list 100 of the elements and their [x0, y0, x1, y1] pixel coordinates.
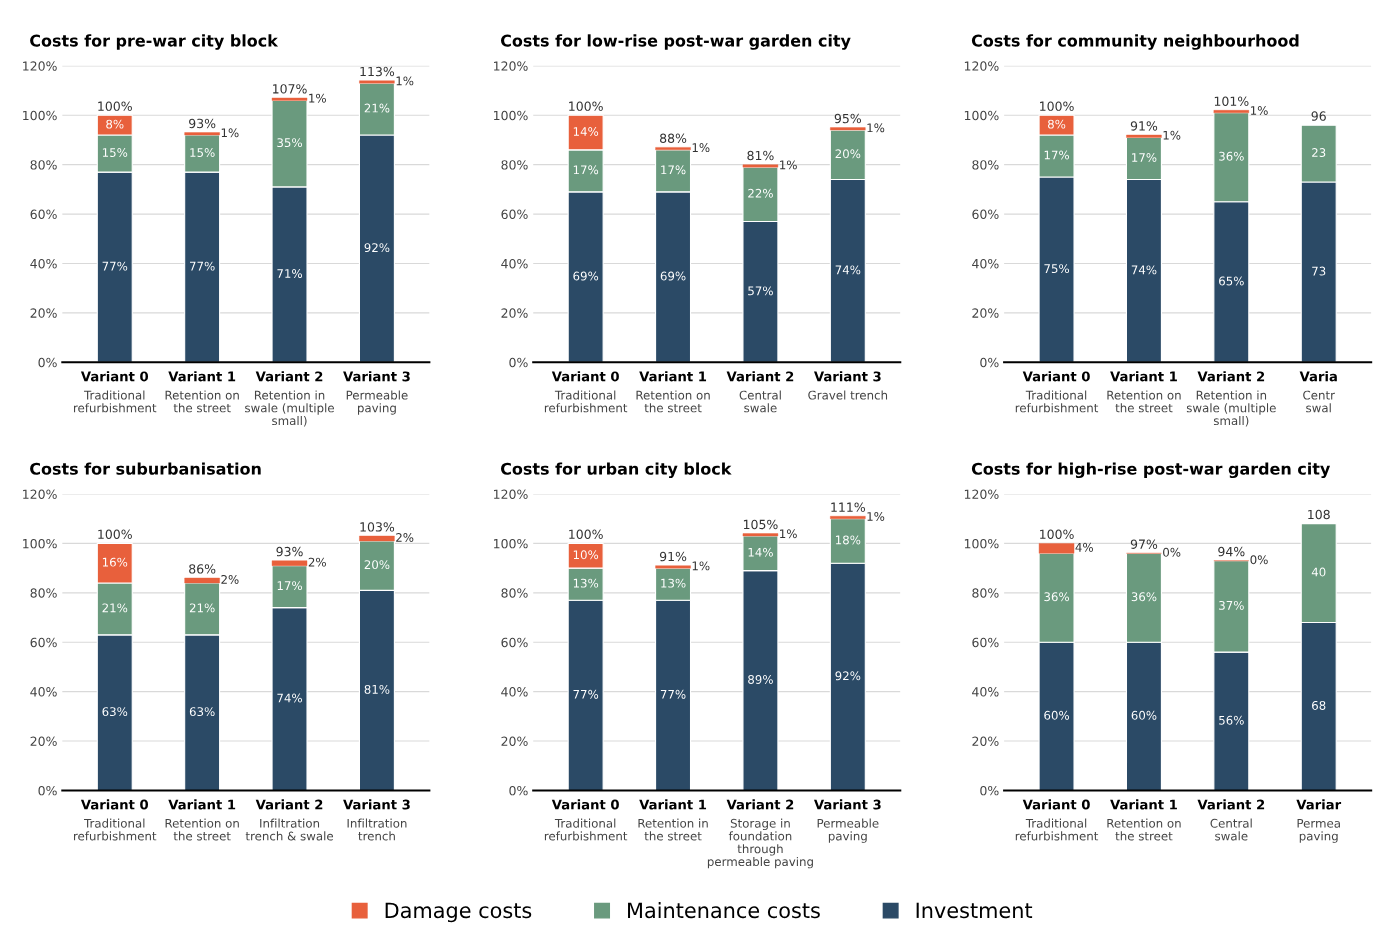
- x-tick-label: Variant 1 Retention on the street: [165, 371, 239, 413]
- bar: [184, 132, 220, 136]
- y-tick-label: 0%: [38, 785, 57, 796]
- data-label: 56%: [1219, 715, 1244, 725]
- y-tick-label: 100%: [23, 110, 57, 121]
- data-label: 1%: [867, 123, 885, 133]
- data-label: 14%: [573, 127, 599, 136]
- y-tick-label: 80%: [972, 160, 999, 170]
- legend-label: Investment: [916, 902, 1033, 919]
- x-tick-label: Variant 1 Retention on the street: [636, 371, 710, 413]
- y-tick-label: 80%: [501, 160, 528, 170]
- y-tick-label: 120%: [964, 489, 999, 499]
- y-tick-label: 80%: [501, 588, 528, 598]
- data-label: 60%: [1044, 710, 1070, 720]
- bar: [655, 565, 691, 569]
- y-tick-label: 100%: [964, 538, 999, 549]
- chart-title: Costs for high-rise post-war garden city: [971, 462, 1331, 479]
- data-label: 36%: [1219, 151, 1244, 161]
- bar: [271, 560, 308, 566]
- data-label: 17%: [573, 165, 599, 175]
- data-label: 1%: [1163, 130, 1181, 140]
- data-label: 20%: [835, 149, 861, 159]
- data-label: 92%: [835, 671, 861, 681]
- data-label: 77%: [189, 261, 215, 271]
- data-label: 73: [1312, 266, 1326, 276]
- total-label: 105%: [743, 519, 778, 530]
- total-label: 91%: [1130, 121, 1158, 131]
- chart-title: Costs for community neighbourhood: [971, 34, 1299, 50]
- x-tick-label: Variant 2 Retention in swale (multiple small): [245, 371, 334, 427]
- legend-label: Maintenance costs: [628, 902, 820, 919]
- data-label: 13%: [661, 578, 686, 588]
- data-label: 2%: [308, 557, 326, 567]
- data-label: 36%: [1044, 592, 1070, 602]
- data-label: 0%: [1250, 555, 1268, 565]
- y-tick-label: 120%: [494, 489, 528, 499]
- data-label: 74%: [277, 693, 302, 703]
- data-label: 10%: [573, 550, 599, 560]
- data-label: 0%: [1163, 547, 1181, 557]
- y-tick-label: 40%: [30, 687, 57, 697]
- total-label: 100%: [98, 101, 132, 111]
- total-label: 93%: [276, 546, 303, 557]
- data-label: 15%: [190, 148, 215, 157]
- total-label: 95%: [834, 113, 862, 124]
- legend-label: Damage costs: [385, 902, 532, 923]
- data-label: 77%: [102, 261, 128, 271]
- data-label: 36%: [1131, 592, 1157, 602]
- y-tick-label: 0%: [509, 785, 528, 796]
- x-tick-label: Variant 2 Retention in swale (multiple small): [1186, 371, 1276, 427]
- bar: [359, 535, 395, 542]
- data-label: 13%: [573, 578, 599, 588]
- data-label: 21%: [102, 603, 128, 613]
- y-tick-label: 100%: [494, 110, 528, 121]
- data-label: 17%: [277, 581, 302, 591]
- y-tick-label: 20%: [501, 308, 528, 318]
- x-tick-label: Variant 0 Traditional refurbishment: [74, 799, 157, 841]
- data-label: 21%: [189, 603, 215, 613]
- x-tick-label: Variant 1 Retention in the street: [638, 799, 708, 841]
- total-label: 91%: [659, 551, 687, 562]
- y-tick-label: 0%: [509, 357, 528, 368]
- data-label: 8%: [1047, 119, 1066, 129]
- total-label: 101%: [1214, 96, 1249, 106]
- y-tick-label: 80%: [972, 588, 999, 598]
- bar: [359, 80, 395, 84]
- data-label: 63%: [189, 707, 215, 717]
- x-tick-label: Variant 3 Permeable paving: [813, 799, 881, 843]
- data-label: 1%: [221, 128, 239, 138]
- x-tick-label: Variant 1 Retention on the street: [1107, 799, 1181, 841]
- total-label: 107%: [273, 84, 307, 94]
- x-tick-label: Variant 0 Traditional refurbishment: [544, 799, 628, 841]
- data-label: 40: [1311, 567, 1326, 577]
- total-label: 113%: [360, 66, 395, 77]
- data-label: 17%: [1044, 150, 1070, 160]
- total-label: 100%: [569, 101, 603, 111]
- chart-title: Costs for low-rise post-war garden city: [500, 34, 851, 50]
- y-tick-label: 60%: [972, 209, 999, 219]
- total-label: 88%: [660, 133, 687, 143]
- data-label: 21%: [364, 103, 390, 113]
- x-tick-label: Variant 2 Central swale: [1197, 799, 1265, 841]
- y-tick-label: 120%: [494, 61, 528, 71]
- y-tick-label: 20%: [972, 308, 999, 318]
- x-tick-label: Variar Permea paving: [1296, 799, 1342, 843]
- data-label: 1%: [309, 93, 326, 103]
- total-label: 94%: [1218, 546, 1245, 557]
- y-tick-label: 100%: [964, 110, 999, 121]
- data-label: 14%: [748, 547, 773, 557]
- bar: [742, 533, 779, 537]
- y-tick-label: 40%: [972, 258, 999, 269]
- y-tick-label: 40%: [30, 258, 57, 269]
- x-tick-label: Variant 2 Storage in foundation through permeable paving: [707, 799, 813, 869]
- y-tick-label: 20%: [972, 736, 999, 746]
- data-label: 35%: [277, 138, 302, 148]
- y-tick-label: 0%: [38, 357, 57, 368]
- total-label: 96: [1311, 111, 1326, 121]
- y-tick-label: 40%: [501, 258, 528, 269]
- y-tick-label: 120%: [964, 61, 999, 71]
- x-tick-label: Variant 0 Traditional refurbishment: [74, 371, 157, 413]
- y-tick-label: 0%: [980, 357, 999, 368]
- data-label: 2%: [221, 574, 239, 584]
- y-tick-label: 80%: [30, 588, 57, 598]
- x-tick-label: Variant 1 Retention on the street: [1107, 371, 1181, 413]
